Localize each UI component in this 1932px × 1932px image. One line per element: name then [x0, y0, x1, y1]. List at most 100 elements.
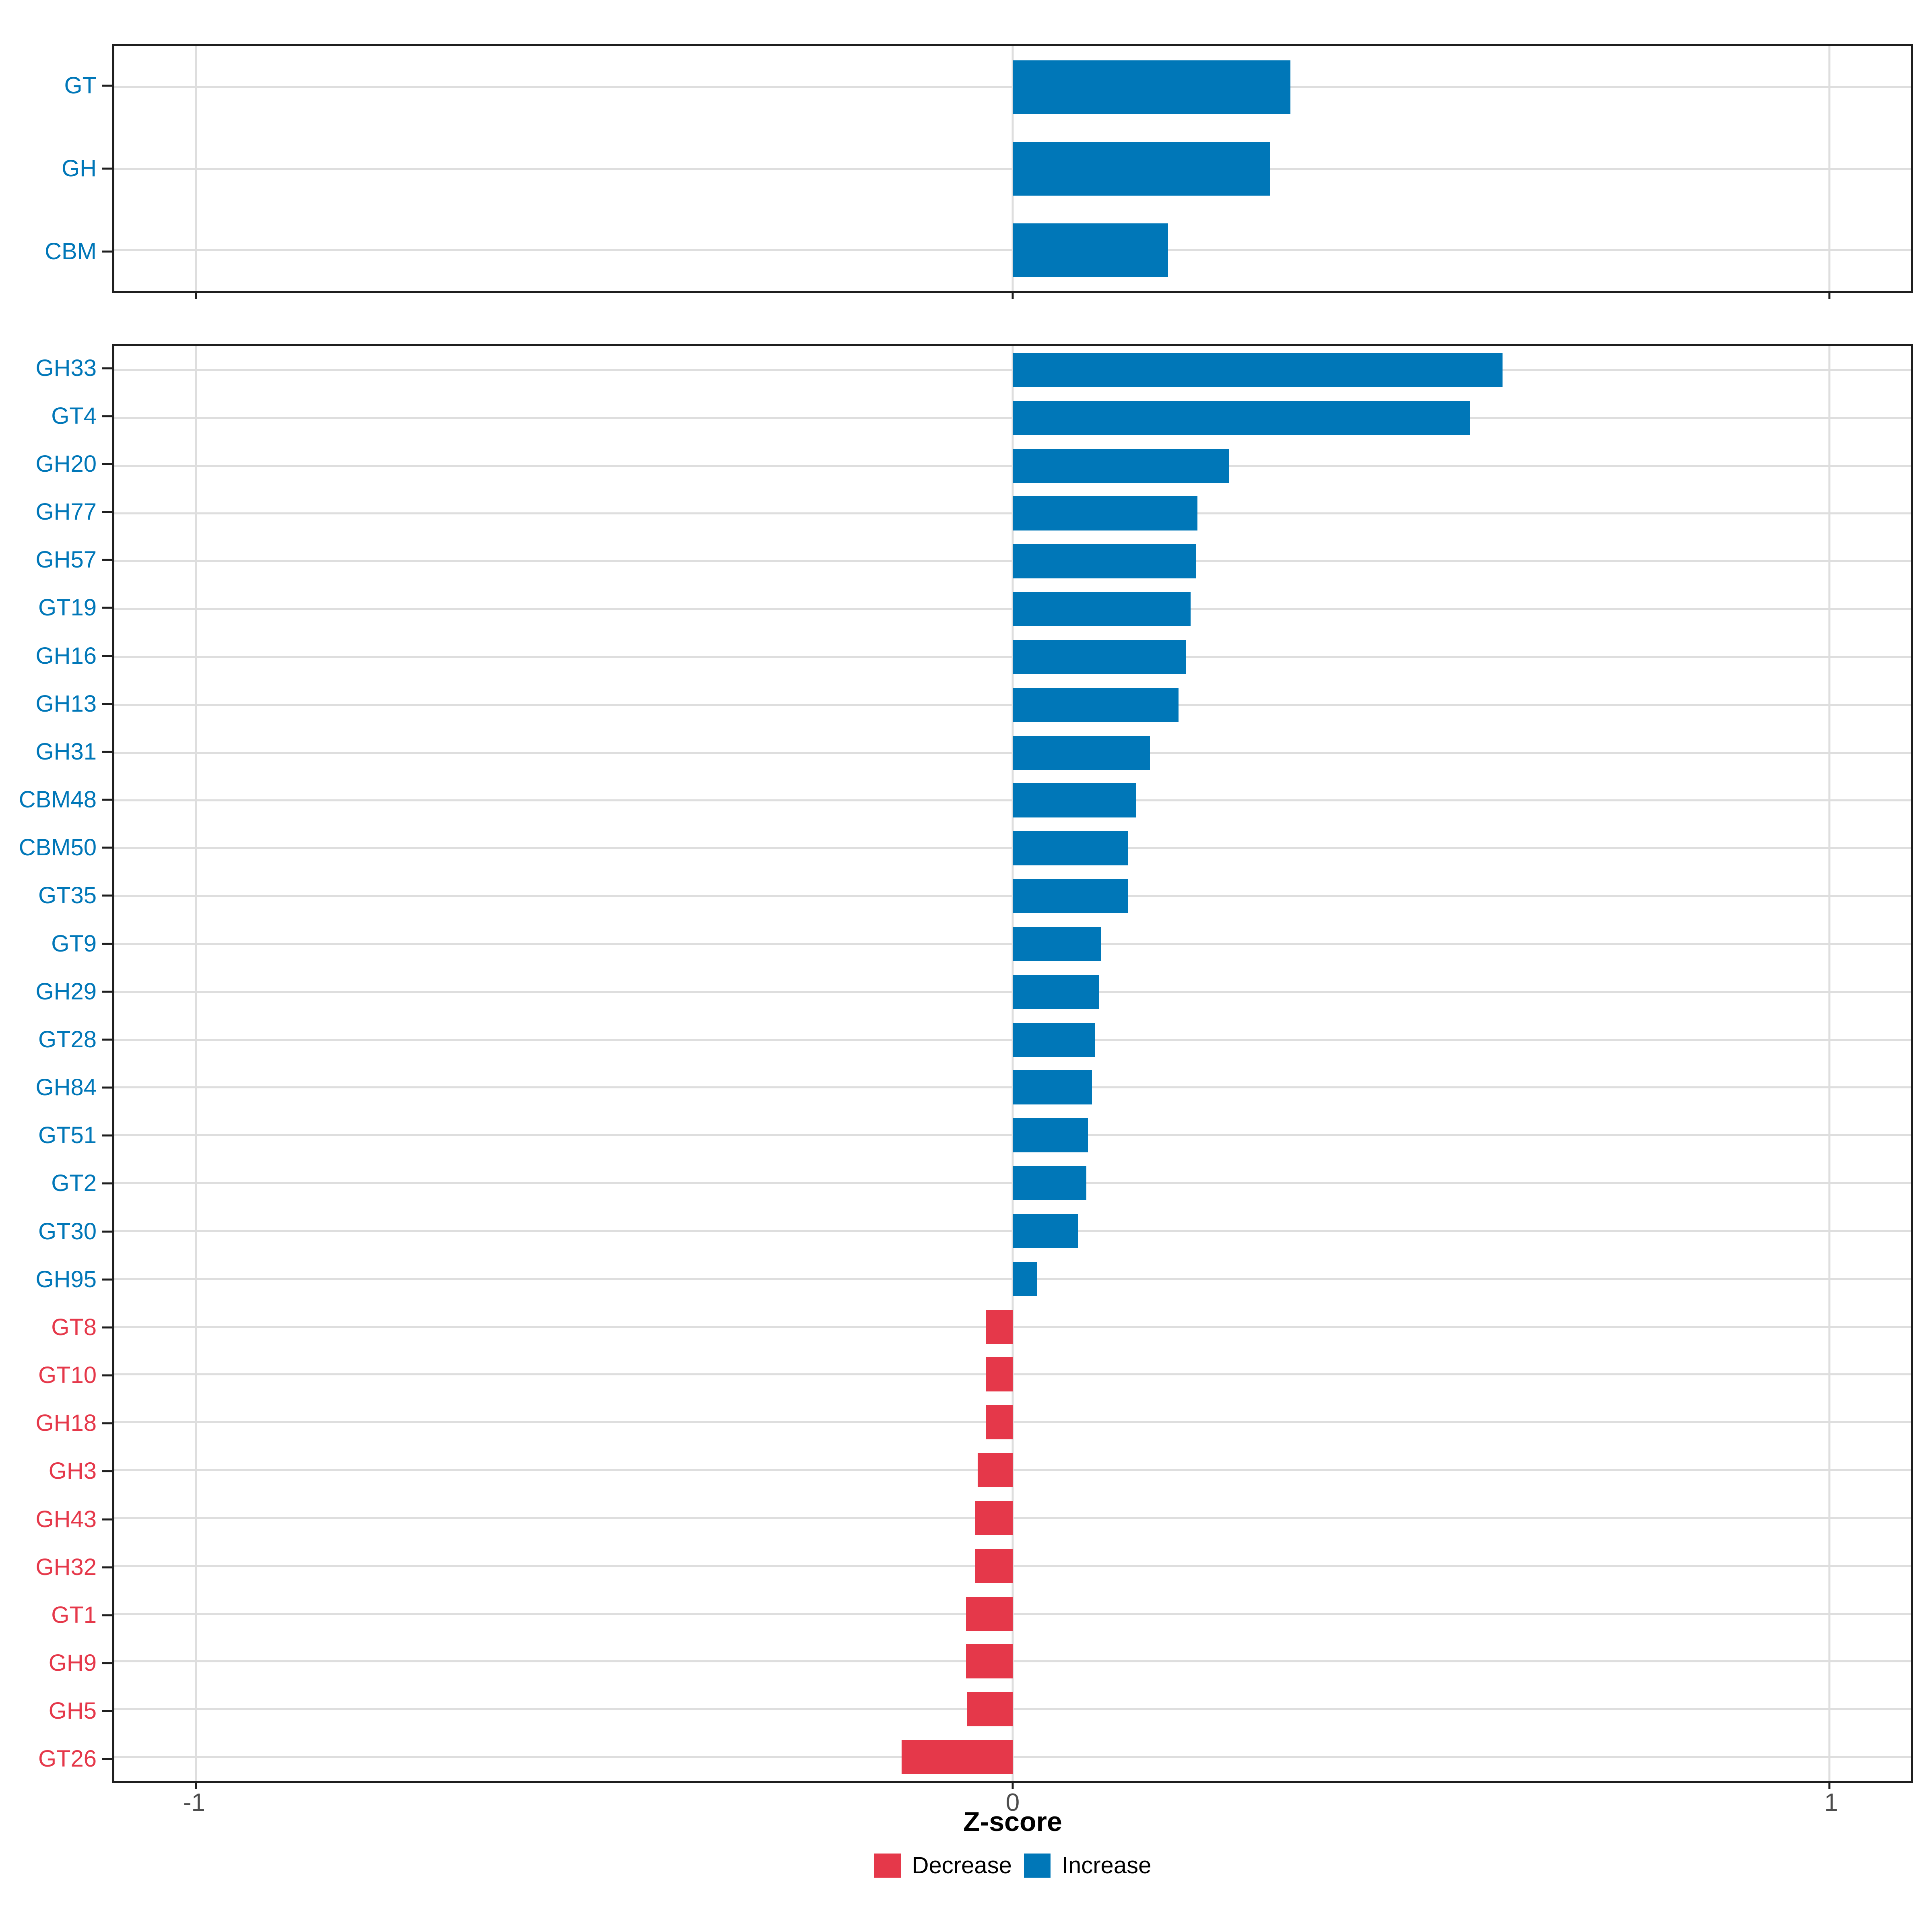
y-axis-label-GH95: GH95: [35, 1266, 97, 1292]
bar-GT8: [986, 1309, 1013, 1344]
y-axis-tick-mark-GT28: [102, 1038, 112, 1041]
y-axis-label-GT1: GT1: [51, 1602, 97, 1628]
y-axis-label-GH29: GH29: [35, 978, 97, 1005]
y-axis-label-GT26: GT26: [38, 1746, 97, 1772]
y-axis-label-GT35: GT35: [38, 882, 97, 909]
y-axis-label-GH32: GH32: [35, 1554, 97, 1580]
y-axis-label-GT30: GT30: [38, 1218, 97, 1245]
bar-GH29: [1013, 974, 1100, 1009]
bar-GT35: [1013, 879, 1128, 914]
x-axis-title: Z-score: [963, 1806, 1062, 1837]
y-axis-label-GH77: GH77: [35, 499, 97, 525]
y-axis-tick-mark-GT30: [102, 1230, 112, 1233]
decrease-color-swatch: [874, 1854, 901, 1878]
horizontal-gridline-GH18: [114, 1421, 1911, 1424]
horizontal-gridline-GT1: [114, 1612, 1911, 1615]
vertical-gridline-x-1: [195, 346, 197, 1781]
y-axis-label-GH13: GH13: [35, 690, 97, 717]
horizontal-gridline-GT26: [114, 1756, 1911, 1759]
y-axis-tick-mark-GT4: [102, 415, 112, 417]
y-axis-tick-mark-GH57: [102, 559, 112, 561]
y-axis-label-GH3: GH3: [48, 1458, 97, 1484]
y-axis-tick-mark-GT8: [102, 1326, 112, 1329]
y-axis-tick-mark-GT19: [102, 607, 112, 609]
y-axis-tick-mark-GH5: [102, 1710, 112, 1712]
bar-GT26: [902, 1740, 1013, 1775]
bar-GH31: [1013, 735, 1150, 770]
y-axis-label-CBM50: CBM50: [19, 834, 97, 861]
bar-CBM48: [1013, 783, 1136, 818]
enzyme-families-panel: GH33 GT4 GH20 GH77 GH57 GT19 GH16 GH13 GH31 CBM48…: [0, 344, 1932, 1789]
y-axis-tick-mark-CBM48: [102, 799, 112, 801]
y-axis-label-GT8: GT8: [51, 1314, 97, 1340]
y-axis-tick-mark-GH: [102, 167, 112, 170]
legend-label-decrease: Decrease: [912, 1852, 1012, 1878]
y-axis-tick-mark-GH95: [102, 1278, 112, 1281]
y-axis-tick-mark-GT: [102, 85, 112, 87]
bar-GH77: [1013, 496, 1197, 531]
y-axis-tick-mark-CBM: [102, 250, 112, 253]
bar-GH33: [1013, 353, 1503, 387]
x-axis-tick-label-0: 0: [1005, 1789, 1020, 1816]
bar-GT1: [966, 1596, 1013, 1631]
y-axis-tick-mark-GT10: [102, 1374, 112, 1377]
y-axis-tick-mark-GT1: [102, 1614, 112, 1616]
y-axis-tick-mark-CBM50: [102, 846, 112, 849]
bar-GH5: [967, 1692, 1013, 1727]
y-axis-label-GH57: GH57: [35, 547, 97, 573]
y-axis-label-GH: GH: [62, 155, 97, 182]
legend: Decrease Increase: [112, 1849, 1913, 1882]
y-axis-label-GT28: GT28: [38, 1026, 97, 1053]
y-axis-label-GT4: GT4: [51, 402, 97, 429]
bar-GT30: [1013, 1214, 1078, 1248]
x-axis-tick-mark-1: [1828, 1781, 1831, 1789]
bar-GH43: [975, 1501, 1013, 1535]
x-axis-tick-mark--1: [195, 291, 197, 299]
bar-GH9: [966, 1644, 1013, 1679]
legend-label-increase: Increase: [1061, 1852, 1152, 1878]
bar-GT: [1013, 60, 1290, 114]
bar-GH3: [977, 1453, 1013, 1488]
enzyme-classes-panel: GT GH CBM: [0, 44, 1932, 299]
bar-GT51: [1013, 1118, 1088, 1153]
horizontal-gridline-GT8: [114, 1325, 1911, 1328]
bar-GH84: [1013, 1070, 1092, 1105]
bar-GT4: [1013, 400, 1470, 435]
x-axis-tick-mark--1: [195, 1781, 197, 1789]
y-axis-tick-mark-GT9: [102, 943, 112, 945]
y-axis-label-GT2: GT2: [51, 1170, 97, 1197]
bar-GH95: [1013, 1261, 1037, 1296]
horizontal-gridline-GH32: [114, 1565, 1911, 1567]
y-axis-tick-mark-GH3: [102, 1470, 112, 1472]
y-axis-label-GH16: GH16: [35, 642, 97, 669]
y-axis-tick-mark-GT26: [102, 1758, 112, 1760]
y-axis-tick-mark-GH13: [102, 703, 112, 705]
bar-CBM50: [1013, 831, 1128, 866]
bar-GH32: [975, 1548, 1013, 1583]
y-axis-tick-mark-GH9: [102, 1662, 112, 1664]
y-axis-label-GT9: GT9: [51, 930, 97, 957]
y-axis-label-GH18: GH18: [35, 1410, 97, 1437]
y-axis-tick-mark-GT35: [102, 894, 112, 897]
y-axis-label-GT: GT: [64, 72, 97, 99]
horizontal-gridline-GH5: [114, 1708, 1911, 1711]
y-axis-tick-mark-GH18: [102, 1422, 112, 1424]
y-axis-label-GH20: GH20: [35, 450, 97, 477]
x-axis-tick-mark-0: [1011, 291, 1014, 299]
bar-GH16: [1013, 640, 1186, 674]
y-axis-tick-mark-GH84: [102, 1086, 112, 1089]
bar-GH57: [1013, 544, 1196, 579]
bar-GH13: [1013, 687, 1179, 722]
bar-GH18: [986, 1405, 1013, 1440]
legend-item-increase: Increase: [1024, 1854, 1151, 1878]
x-axis-tick-labels: -1 0 1: [112, 1790, 1913, 1818]
bar-CBM: [1013, 223, 1168, 277]
y-axis-tick-mark-GH20: [102, 463, 112, 465]
y-axis-label-GT10: GT10: [38, 1362, 97, 1389]
bar-GH: [1013, 142, 1270, 196]
y-axis-label-GH84: GH84: [35, 1074, 97, 1101]
y-axis-tick-mark-GH32: [102, 1566, 112, 1569]
y-axis-label-CBM48: CBM48: [19, 786, 97, 813]
enzyme-classes-plot-area: [112, 44, 1913, 299]
y-axis-tick-mark-GH16: [102, 655, 112, 657]
